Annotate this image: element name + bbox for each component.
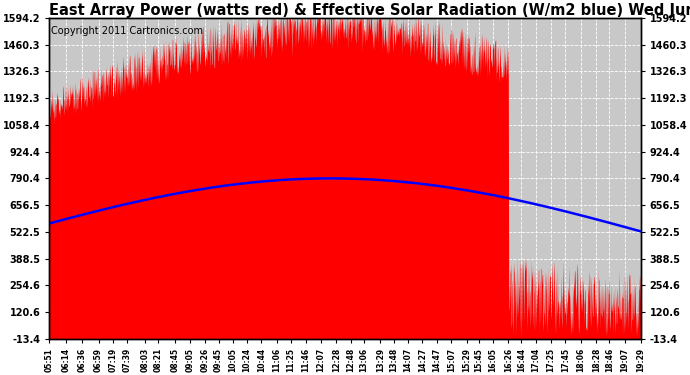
Text: Copyright 2011 Cartronics.com: Copyright 2011 Cartronics.com [50,26,203,36]
Text: East Array Power (watts red) & Effective Solar Radiation (W/m2 blue) Wed Jun 1 1: East Array Power (watts red) & Effective… [50,3,690,18]
